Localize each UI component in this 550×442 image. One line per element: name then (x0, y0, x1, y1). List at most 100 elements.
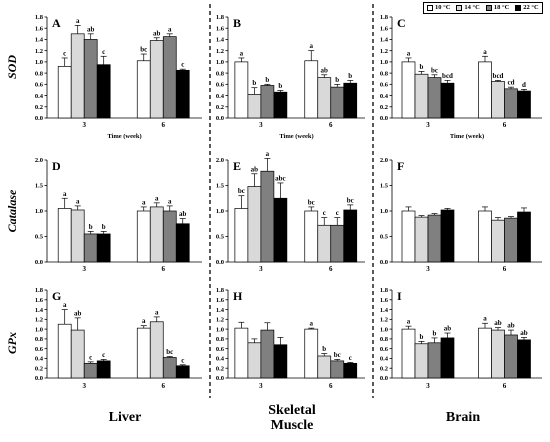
y-tick-label: 1.0 (216, 208, 224, 215)
bar (304, 60, 319, 119)
y-tick-label: 1.2 (35, 48, 43, 55)
x-tick-label: 6 (503, 265, 507, 273)
bar (330, 360, 345, 379)
significance-letter: b (89, 223, 93, 231)
y-tick-label: 1.2 (380, 317, 388, 324)
bar (517, 90, 531, 119)
significance-letter: a (76, 17, 80, 25)
significance-letter: a (310, 320, 314, 328)
legend: 10 °C 14 °C 18 °C 22 °C (423, 2, 543, 14)
bar (57, 66, 72, 119)
bar (149, 321, 164, 379)
panel-letter: H (233, 289, 243, 303)
row-label-sod: SOD (5, 55, 19, 80)
y-tick-label: 2.0 (216, 157, 224, 164)
legend-item: 10 °C (427, 4, 450, 12)
x-tick-label: 6 (329, 121, 333, 129)
panel-letter: D (52, 159, 61, 173)
significance-letter: bc (308, 198, 315, 206)
bar (136, 327, 151, 379)
bar (478, 210, 492, 263)
y-tick-label: 1.6 (216, 297, 225, 304)
bar (136, 210, 151, 263)
x-axis-label: Time (week) (107, 133, 141, 140)
bar (70, 33, 85, 119)
significance-letter: a (142, 317, 146, 325)
significance-letter: c (349, 354, 352, 362)
panel-letter: I (397, 289, 402, 303)
bar (234, 327, 249, 379)
x-tick-label: 6 (329, 382, 333, 390)
bar-group-week-6: a bbc c (304, 320, 358, 379)
significance-letter: a (310, 42, 314, 50)
bar (427, 342, 442, 379)
bar (70, 209, 85, 263)
significance-letter: b (278, 82, 282, 90)
bar (96, 360, 111, 379)
bar (401, 328, 416, 379)
significance-letter: abc (275, 174, 286, 182)
bar-group-week-6: bcc cbc (304, 196, 358, 263)
bar (247, 94, 262, 119)
significance-letter: a (155, 194, 159, 202)
bar (517, 211, 531, 263)
y-tick-label: 0.0 (35, 115, 43, 122)
bar-group-week-3: bc aba abc (234, 150, 288, 263)
y-tick-label: 0.6 (380, 82, 389, 89)
bar (478, 61, 492, 119)
bar (96, 233, 111, 263)
y-tick-label: 0.5 (35, 234, 44, 241)
y-tick-label: 0.0 (35, 259, 43, 266)
y-tick-label: 1.4 (216, 37, 225, 44)
bar (478, 327, 492, 379)
y-tick-label: 2.0 (380, 157, 388, 164)
bar (149, 40, 164, 119)
y-tick-label: 1.0 (380, 326, 388, 333)
y-tick-label: 0.2 (216, 365, 224, 372)
bar (83, 362, 98, 379)
significance-letter: bc (166, 348, 173, 356)
significance-letter: cd (508, 79, 515, 87)
bar (504, 217, 518, 263)
legend-swatch (456, 5, 463, 11)
y-tick-label: 1.0 (380, 59, 388, 66)
bar (504, 88, 518, 119)
y-tick-label: 1.8 (216, 287, 225, 294)
y-tick-label: 1.2 (380, 48, 388, 55)
significance-letter: ab (87, 25, 95, 33)
bar (427, 214, 442, 263)
x-tick-label: 6 (503, 121, 507, 129)
legend-item: 22 °C (515, 4, 539, 12)
y-tick-label: 1.4 (35, 307, 44, 314)
significance-letter: c (181, 356, 184, 364)
y-tick-label: 0.4 (216, 93, 225, 100)
y-tick-label: 0.2 (35, 104, 43, 111)
significance-letter: a (483, 315, 487, 323)
panel-i: 0.00.20.40.60.81.01.21.41.61.8 Iab bab3aab… (380, 287, 542, 390)
bar (401, 210, 416, 263)
bar (234, 61, 249, 119)
x-tick-label: 3 (426, 265, 430, 273)
y-tick-label: 1.0 (380, 208, 388, 215)
x-tick-label: 6 (503, 382, 507, 390)
y-tick-label: 1.5 (216, 183, 225, 190)
y-tick-label: 1.6 (216, 25, 225, 32)
x-tick-label: 3 (426, 121, 430, 129)
bar (317, 77, 332, 119)
y-tick-label: 0.4 (35, 356, 44, 363)
y-tick-label: 1.2 (35, 317, 43, 324)
y-tick-label: 0.5 (380, 234, 389, 241)
legend-swatch (515, 5, 522, 11)
panel-h: 0.0 0.2 0.4 0.6 0.8 1.0 1.2 1.4 1.6 1.8 H 3 a bbc c 6 (216, 287, 365, 390)
significance-letter: a (483, 48, 487, 56)
bar (343, 209, 358, 263)
x-tick-label: 6 (162, 382, 166, 390)
bar (401, 61, 416, 119)
bar (247, 342, 262, 379)
y-tick-label: 1.2 (216, 48, 224, 55)
x-tick-label: 3 (426, 382, 430, 390)
y-tick-label: 0.8 (216, 336, 225, 343)
